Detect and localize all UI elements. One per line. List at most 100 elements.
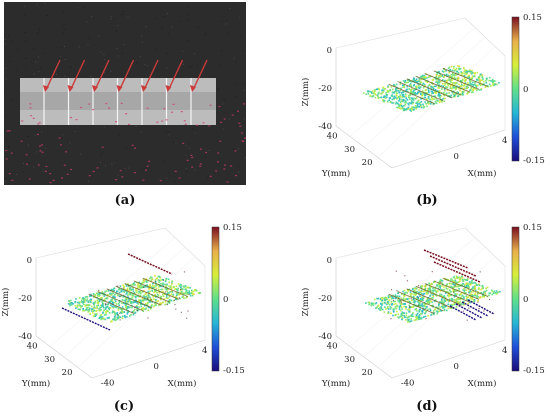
surface-point [477,290,479,293]
surface-point [428,75,430,78]
surface-point [420,304,422,307]
surface-point [446,79,449,81]
surface-point [489,292,492,295]
photo-noise [146,65,148,67]
surface-point [136,295,138,297]
surface-point [452,74,454,76]
surface-point [151,286,153,288]
surface-point [95,313,98,316]
surface-point [478,284,481,287]
surface-point [410,110,412,113]
photo-noise [87,180,89,182]
surface-point [409,320,411,323]
surface-point [187,291,189,294]
surface-point [128,289,131,292]
surface-point [391,304,393,306]
surface-point [432,295,435,297]
surface-point [390,301,393,304]
surface-point [140,290,142,293]
crack-arrow-head [43,85,49,92]
surface-point [175,285,178,287]
surface-point [93,309,96,312]
surface-point [145,280,147,282]
surface-point [160,279,162,281]
surface-point [404,303,406,306]
surface-point [456,293,458,295]
outlier-speckle [117,314,119,316]
surface-point [98,294,101,296]
surface-point [134,311,137,314]
surface-point [395,90,397,93]
surface-point [386,302,389,305]
surface-point [374,89,376,91]
photo-speckle [8,172,11,175]
surface-point [180,293,182,296]
surface-point [457,65,459,67]
photo-speckle [199,163,202,165]
surface-point [451,306,453,309]
surface-point [418,87,421,90]
surface-point [151,304,153,306]
colorbar-tick-label: -0.15 [523,156,545,166]
surface-point [383,100,386,102]
surface-point [161,278,164,281]
surface-point [386,89,389,92]
surface-point [427,96,430,98]
photo-speckle [63,164,66,166]
surface-point [434,95,437,97]
surface-point [75,298,77,300]
caption-d: (d) [416,399,438,414]
y-tick-label: 20 [362,158,373,168]
surface-point [145,295,148,298]
surface-point [384,306,386,308]
crack-arrow [143,59,159,91]
surface-point [103,317,105,320]
surface-point [393,98,395,100]
photo-noise [31,62,33,64]
surface-point [151,290,154,292]
surface-point [435,81,437,83]
surface-point [143,286,146,288]
surface-point [460,296,462,299]
surface-point [131,306,133,309]
surface-point [453,95,456,98]
outlier-speckle [429,290,431,292]
surface-point [151,277,153,279]
surface-point [415,290,417,293]
colorbar [211,226,220,372]
photo-noise [63,24,65,26]
surface-point [159,303,162,306]
surface-point [469,70,471,73]
surface-point [466,76,469,79]
surface-point [194,289,196,291]
outlier-low [467,299,495,315]
surface-point [402,105,405,107]
surface-point [106,309,108,312]
surface-point [466,92,469,94]
surface-point [385,92,387,94]
surface-point [411,287,414,290]
surface-point [475,89,478,91]
surface-point [129,315,131,317]
surface-point [110,294,113,296]
surface-point [400,103,402,105]
photo-noise [145,26,147,28]
surface-point [130,300,133,303]
surface-point [470,80,472,83]
surface-point [155,299,157,301]
surface-point [486,78,488,81]
photo-noise [144,64,146,66]
surface-point [103,307,105,309]
surface-point [453,93,455,95]
surface-point [495,290,498,292]
surface-point [422,296,424,299]
surface-point [405,89,407,92]
surface-point [86,306,89,309]
surface-point [108,308,111,311]
surface-point [454,82,456,85]
surface-point [186,286,188,288]
surface-point [443,84,446,86]
surface-point [427,100,429,103]
colorbar-tick-label: 0.15 [523,13,542,23]
surface-point [390,300,393,303]
